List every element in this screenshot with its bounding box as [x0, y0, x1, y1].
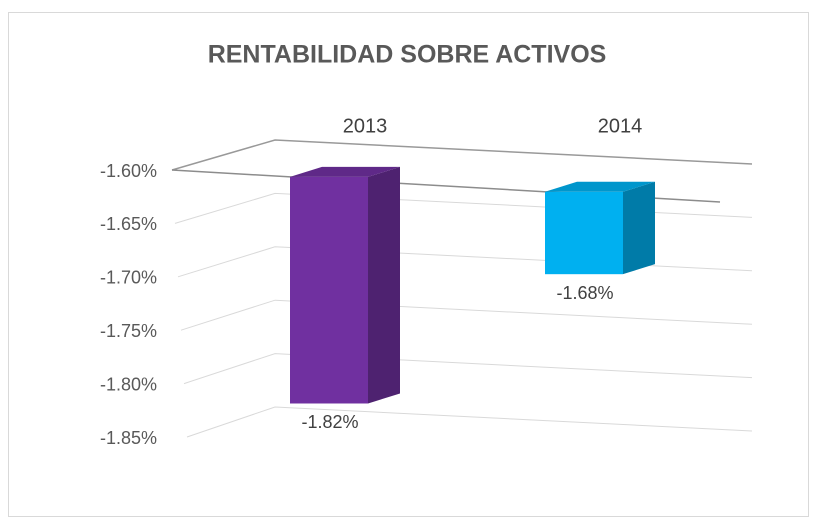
data-label: -1.82%: [301, 412, 358, 432]
bar-side: [623, 181, 655, 275]
grid-line: [180, 299, 753, 331]
bar-top: [545, 181, 655, 192]
bar: [290, 176, 368, 404]
y-tick-label: -1.75%: [100, 321, 157, 341]
grid-line: [183, 353, 753, 385]
grid-line: [186, 406, 753, 438]
bar: [545, 191, 623, 275]
grid-line: [171, 139, 753, 171]
chart-border: [8, 12, 809, 517]
y-tick-label: -1.65%: [100, 214, 157, 234]
y-tick-label: -1.85%: [100, 428, 157, 448]
bar-side: [368, 166, 400, 404]
chart-title: RENTABILIDAD SOBRE ACTIVOS: [208, 41, 607, 69]
y-tick-label: -1.70%: [100, 268, 157, 288]
y-tick-label: -1.60%: [100, 161, 157, 181]
x-tick-label: 2013: [343, 115, 388, 137]
y-tick-label: -1.80%: [100, 374, 157, 394]
bar-top: [290, 166, 400, 177]
data-label: -1.68%: [556, 283, 613, 303]
x-tick-label: 2014: [598, 115, 643, 137]
